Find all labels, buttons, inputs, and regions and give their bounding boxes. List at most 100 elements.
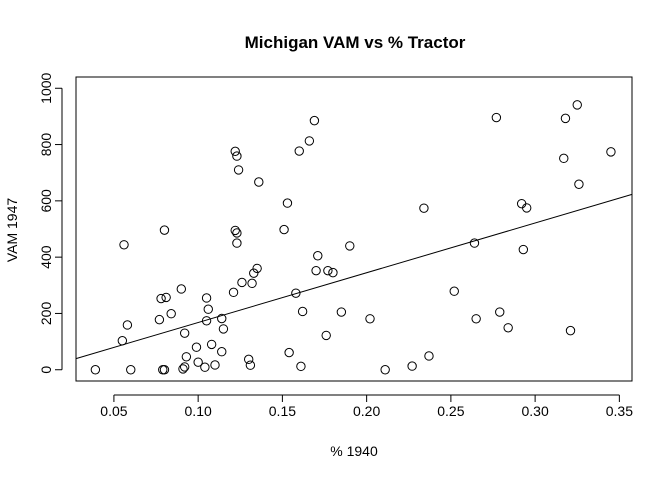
data-point [232, 228, 242, 238]
data-point [407, 361, 417, 371]
data-point [161, 292, 171, 303]
data-point [200, 362, 210, 372]
data-point [321, 330, 331, 341]
data-point [156, 293, 166, 304]
y-tick-label: 600 [38, 189, 54, 213]
y-tick-label: 200 [38, 302, 54, 326]
data-point [232, 238, 242, 248]
regression-line-group [75, 193, 633, 360]
data-point [365, 314, 375, 324]
data-point [178, 364, 188, 374]
data-point [245, 360, 256, 370]
data-point [424, 351, 434, 361]
data-point [503, 323, 513, 333]
data-point [154, 314, 165, 325]
data-point [469, 238, 480, 248]
data-point [284, 347, 294, 358]
y-tick-label: 0 [38, 366, 54, 374]
x-axis-label: % 1940 [330, 443, 378, 459]
data-point [297, 306, 308, 317]
data-point [228, 287, 239, 298]
x-tick-label: 0.05 [100, 403, 127, 419]
data-points [90, 100, 616, 375]
data-point [201, 293, 212, 303]
data-point [191, 342, 202, 352]
data-point [282, 198, 293, 208]
data-point [217, 347, 227, 357]
data-point [232, 151, 242, 161]
data-point [345, 241, 355, 251]
data-point [495, 307, 505, 317]
data-point [449, 286, 459, 296]
data-point [179, 362, 190, 372]
data-point [166, 309, 176, 319]
data-point [206, 339, 217, 350]
data-point [291, 288, 301, 298]
data-point [249, 268, 259, 278]
y-tick-label: 800 [38, 133, 54, 157]
data-point [126, 365, 136, 375]
data-point [380, 365, 390, 375]
data-point [252, 263, 262, 274]
data-point [117, 336, 128, 346]
data-point [179, 328, 190, 338]
data-point [203, 304, 213, 314]
data-point [336, 307, 347, 317]
data-point [279, 224, 289, 235]
data-point [119, 240, 129, 250]
y-axis-label: VAM 1947 [4, 198, 20, 263]
data-point [176, 284, 187, 294]
data-point [471, 314, 481, 324]
data-point [304, 136, 315, 146]
data-point [122, 320, 133, 330]
data-point [90, 365, 101, 375]
data-point [572, 100, 582, 110]
data-point [323, 265, 333, 276]
data-point [230, 146, 240, 157]
data-point [247, 278, 257, 289]
x-axis: 0.05 0.10 0.15 0.20 0.25 0.30 0.35 [100, 394, 633, 419]
data-point [159, 225, 170, 235]
plot-frame [75, 76, 633, 382]
data-point [518, 244, 529, 255]
data-point [559, 153, 569, 164]
data-point [516, 198, 527, 209]
x-tick-label: 0.25 [437, 403, 464, 419]
data-point [201, 316, 212, 326]
data-point [159, 365, 170, 375]
data-point [254, 177, 264, 187]
regression-line [75, 193, 633, 360]
data-point [574, 179, 584, 189]
x-tick-label: 0.10 [185, 403, 212, 419]
data-point [210, 360, 220, 370]
data-point [193, 357, 203, 367]
data-point [181, 352, 192, 362]
x-tick-label: 0.30 [521, 403, 548, 419]
data-point [233, 165, 244, 175]
data-point [294, 146, 304, 156]
y-axis: 0 200 400 600 800 1000 [38, 72, 63, 374]
data-point [560, 113, 571, 124]
data-point [606, 147, 616, 157]
chart-title: Michigan VAM vs % Tractor [245, 33, 466, 52]
data-point [521, 203, 532, 213]
y-tick-label: 1000 [38, 72, 54, 103]
data-point [419, 203, 429, 213]
data-point [311, 265, 321, 276]
data-point [217, 313, 227, 324]
data-point [313, 251, 323, 261]
data-point [237, 277, 247, 288]
y-tick-label: 400 [38, 245, 54, 269]
data-point [328, 267, 338, 278]
data-point [230, 225, 240, 236]
data-point [491, 112, 502, 123]
data-point [243, 354, 254, 365]
data-point [565, 325, 576, 336]
data-point [218, 324, 229, 334]
x-tick-label: 0.20 [353, 403, 380, 419]
data-point [309, 115, 320, 126]
x-tick-label: 0.15 [269, 403, 296, 419]
data-point [296, 361, 306, 372]
x-tick-label: 0.35 [606, 403, 633, 419]
